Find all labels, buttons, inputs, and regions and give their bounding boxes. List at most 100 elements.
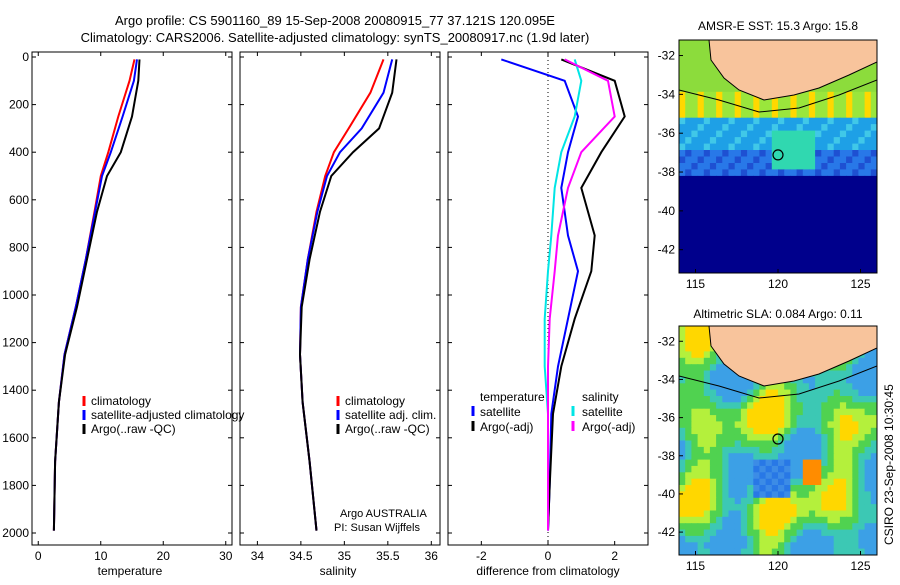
map-cell [870,453,877,461]
map-cell [827,415,835,423]
map-cell [864,472,872,480]
map-cell [839,421,847,429]
map-cell [827,497,835,505]
sla-map-title: Altimetric SLA: 0.084 Argo: 0.11 [693,307,863,321]
map-cell [815,104,822,112]
map-cell [771,163,779,171]
map-cell [753,150,761,158]
map-cell [846,535,853,543]
map-cell [815,465,822,473]
map-cell [796,266,804,273]
map-cell [821,234,829,242]
map-cell [821,478,829,486]
map-cell [790,240,798,248]
map-cell [833,383,841,391]
map-cell [709,535,717,543]
map-cell [753,548,761,555]
map-cell [852,478,860,486]
map-cell [858,446,866,454]
map-cell [790,195,798,203]
map-cell [858,548,866,555]
map-cell [790,260,798,268]
map-cell [858,175,866,183]
map-cell [740,175,748,183]
map-cell [679,364,686,372]
map-cell [765,150,773,158]
map-cell [728,117,736,125]
map-cell [802,124,810,132]
map-cell [796,137,804,145]
map-cell [691,195,699,203]
map-cell [703,163,711,171]
map-cell [808,516,816,524]
map-cell [821,504,829,512]
map-cell [864,104,872,112]
map-cell [740,510,748,518]
map-cell [858,72,866,80]
map-cell [784,260,791,268]
map-cell [728,453,736,461]
map-cell [716,137,723,145]
map-cell [771,240,779,248]
map-cell [685,542,692,550]
map-cell [864,370,872,378]
map-cell [784,465,791,473]
map-cell [753,472,761,480]
map-cell [703,40,711,48]
map-cell [728,523,736,531]
map-cell [827,85,835,93]
map-cell [716,459,723,467]
map-cell [864,465,872,473]
map-cell [753,208,761,216]
map-cell [691,440,699,448]
map-cell [864,169,872,177]
map-cell [833,124,841,132]
map-cell [716,497,723,505]
map-cell [833,260,841,268]
map-cell [833,453,841,461]
map-cell [870,98,877,106]
map-cell [833,434,841,442]
map-cell [864,227,872,235]
map-cell [864,440,872,448]
map-cell [833,227,841,235]
map-cell [697,478,705,486]
map-cell [802,169,810,177]
map-cell [852,169,860,177]
map-cell [691,357,699,365]
map-cell [765,383,773,391]
map-cell [697,383,705,391]
map-cell [679,85,686,93]
map-cell [747,535,754,543]
map-cell [703,46,711,54]
map-cell [796,188,804,196]
map-cell [722,182,730,190]
map-cell [870,143,877,151]
map-cell [821,175,829,183]
map-cell [722,253,730,261]
map-cell [734,415,742,423]
map-cell [740,523,748,531]
map-cell [697,434,705,442]
map-cell [716,227,723,235]
map-cell [697,221,705,229]
map-cell [753,182,761,190]
map-cell [697,260,705,268]
map-cell [709,529,717,537]
map-cell [740,434,748,442]
map-cell [685,201,692,209]
map-cell [691,491,699,499]
map-cell [709,472,717,480]
map-cell [716,234,723,242]
map-cell [703,523,711,531]
map-cell [852,124,860,132]
map-cell [802,446,810,454]
map-cell [728,214,736,222]
map-cell [808,221,816,229]
map-cell [679,491,686,499]
map-cell [790,491,798,499]
map-cell [833,446,841,454]
map-cell [858,516,866,524]
map-cell [771,504,779,512]
